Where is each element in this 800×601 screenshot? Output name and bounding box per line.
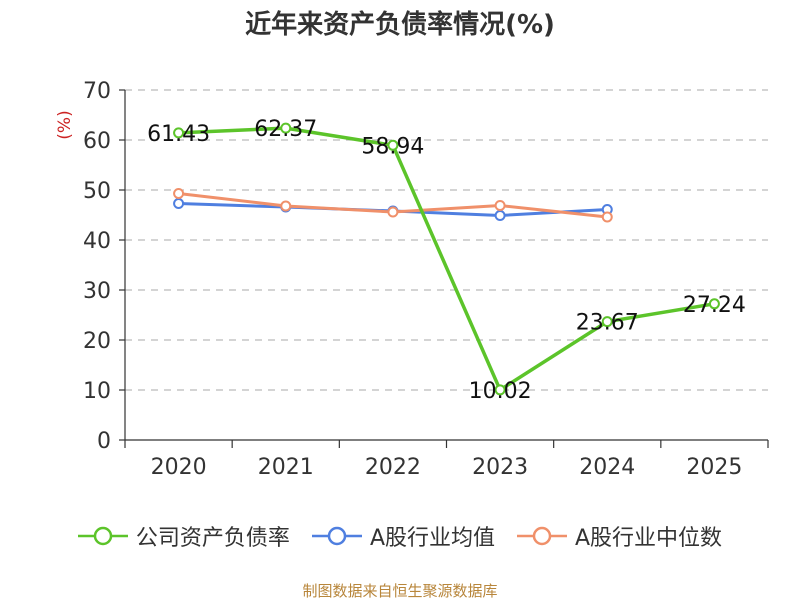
data-label: 10.02 bbox=[469, 379, 532, 404]
data-label: 58.94 bbox=[361, 134, 424, 159]
chart-title: 近年来资产负债率情况(%) bbox=[245, 10, 555, 40]
data-label: 61.43 bbox=[147, 122, 210, 147]
y-tick-label: 30 bbox=[83, 279, 111, 304]
y-tick-label: 40 bbox=[83, 229, 111, 254]
series-line bbox=[178, 126, 715, 392]
legend-item-company[interactable]: 公司资产负债率 bbox=[77, 520, 290, 552]
data-point bbox=[494, 384, 506, 396]
legend-label-industry-mean: A股行业均值 bbox=[369, 526, 495, 551]
legend-item-industry-mean[interactable]: A股行业均值 bbox=[311, 520, 495, 552]
y-axis-title: (%) bbox=[55, 110, 75, 139]
data-point bbox=[387, 139, 399, 151]
legend-marker-company bbox=[77, 526, 128, 546]
y-tick-label: 20 bbox=[83, 329, 111, 354]
data-point bbox=[601, 211, 613, 223]
data-point bbox=[494, 200, 506, 211]
x-tick-label: 2025 bbox=[686, 455, 742, 480]
y-tick-label: 50 bbox=[83, 179, 111, 204]
legend-label-industry-median: A股行业中位数 bbox=[575, 526, 723, 551]
y-tick-label: 60 bbox=[83, 129, 111, 154]
x-tick-label: 2024 bbox=[579, 455, 635, 480]
data-point bbox=[387, 206, 399, 218]
legend-marker-industry-mean bbox=[311, 526, 362, 546]
legend-item-industry-median[interactable]: A股行业中位数 bbox=[517, 520, 722, 552]
legend-label-company: 公司资产负债率 bbox=[135, 526, 290, 551]
x-tick-label: 2020 bbox=[151, 455, 207, 480]
x-tick-label: 2021 bbox=[258, 455, 314, 480]
x-tick-label: 2022 bbox=[365, 455, 421, 480]
data-point bbox=[708, 298, 720, 310]
data-point bbox=[173, 198, 185, 209]
x-tick-label: 2023 bbox=[472, 455, 528, 480]
data-label: 23.67 bbox=[576, 311, 639, 336]
data-label: 27.24 bbox=[683, 293, 746, 318]
chart-legend: 公司资产负债率 A股行业均值 A股行业中位数 bbox=[0, 520, 800, 552]
data-point bbox=[280, 122, 292, 134]
data-label: 62.37 bbox=[254, 117, 317, 142]
legend-marker-industry-median bbox=[517, 526, 567, 546]
y-tick-label: 10 bbox=[83, 379, 111, 404]
data-point bbox=[601, 316, 613, 328]
data-point bbox=[494, 210, 506, 221]
y-tick-label: 0 bbox=[97, 429, 111, 454]
source-note: 制图数据来自恒生聚源数据库 bbox=[302, 582, 498, 600]
data-point bbox=[280, 200, 292, 212]
data-point bbox=[173, 127, 185, 139]
data-point bbox=[173, 188, 185, 199]
y-tick-label: 70 bbox=[83, 79, 111, 104]
